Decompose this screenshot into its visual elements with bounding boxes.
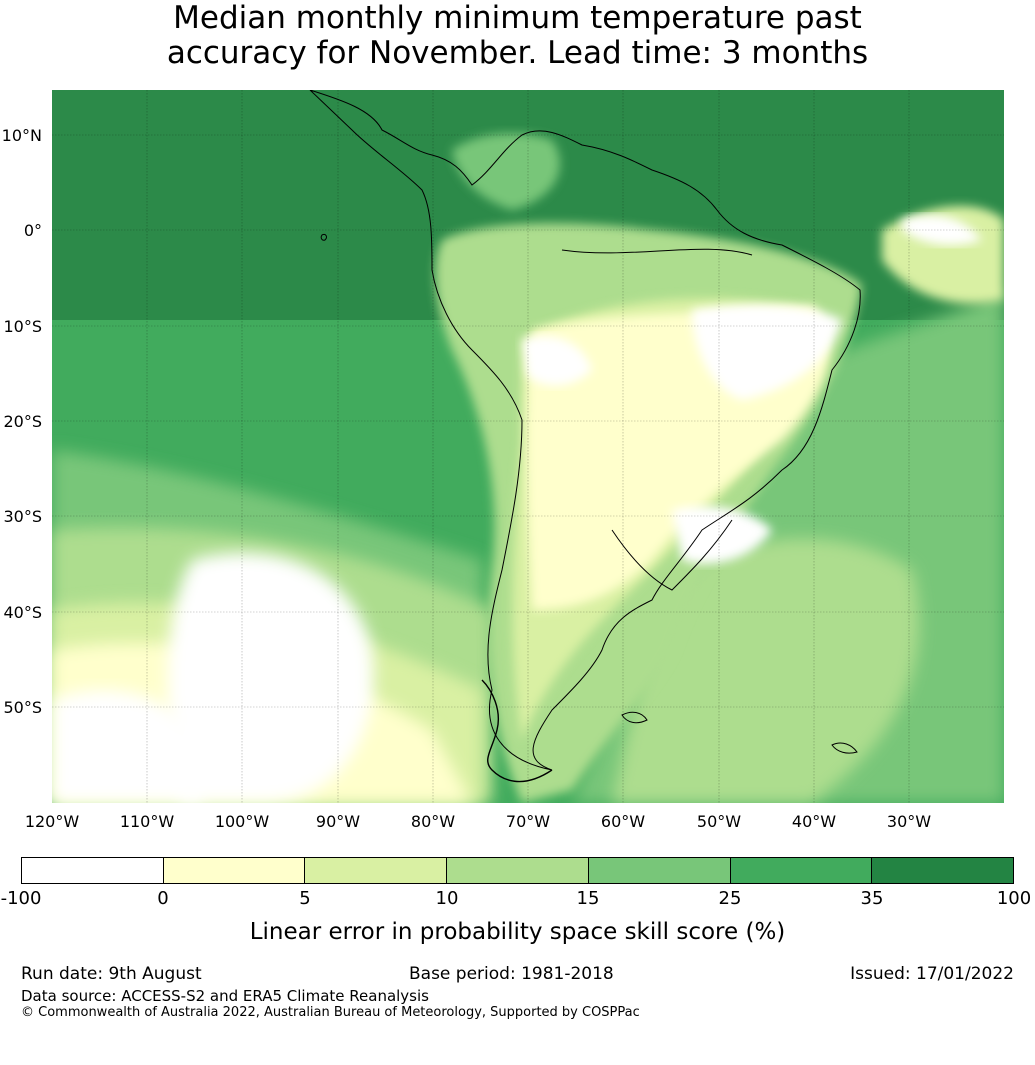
- lon-label-80w: 80°W: [410, 812, 456, 831]
- data-source: Data source: ACCESS-S2 and ERA5 Climate …: [21, 987, 429, 1005]
- colorbar-tick: 100: [996, 888, 1032, 909]
- copyright: © Commonwealth of Australia 2022, Austra…: [21, 1005, 640, 1020]
- parana-river-line: [611, 519, 733, 591]
- graticule: [52, 90, 1004, 803]
- lon-label-110w: 110°W: [119, 812, 175, 831]
- negative-skill-southwest-region: [52, 690, 202, 803]
- equatorial-atlantic-low-region: [902, 215, 982, 246]
- colorbar-tick: 5: [299, 888, 311, 909]
- lat-label-0: 0°: [23, 221, 42, 240]
- coastline: [309, 90, 861, 783]
- lat-label-40s: 40°S: [3, 603, 42, 622]
- colorbar-segment-below-0: [22, 858, 164, 883]
- colorbar-segment-0-5: [163, 858, 306, 883]
- bolivia-negative-region: [522, 336, 592, 386]
- lon-label-50w: 50°W: [696, 812, 742, 831]
- skill-score-map: [52, 90, 1004, 803]
- colorbar-tick: 15: [576, 888, 600, 909]
- lon-label-30w: 30°W: [886, 812, 932, 831]
- map-canvas: [52, 90, 1004, 803]
- falkland-islands-outline: [621, 711, 648, 724]
- issued-date: Issued: 17/01/2022: [850, 964, 1014, 984]
- lat-label-30s: 30°S: [3, 507, 42, 526]
- colorbar-segment-15-25: [588, 858, 731, 883]
- lat-label-10n: 10°N: [1, 126, 42, 145]
- colorbar-segment-25-35: [730, 858, 873, 883]
- colorbar-tick: -100: [0, 888, 42, 909]
- chart-title-line-2: accuracy for November. Lead time: 3 mont…: [166, 35, 869, 71]
- colorbar-tick: 25: [718, 888, 742, 909]
- lon-label-40w: 40°W: [791, 812, 837, 831]
- south-georgia-outline: [831, 742, 858, 754]
- colorbar-tick: 10: [435, 888, 459, 909]
- colorbar-segment-5-10: [305, 858, 448, 883]
- colorbar-segment-10-15: [447, 858, 589, 883]
- lat-label-50s: 50°S: [3, 698, 42, 717]
- colombia-region: [452, 133, 560, 210]
- lon-label-60w: 60°W: [600, 812, 646, 831]
- chile-fjords-coastline: [481, 679, 553, 783]
- colorbar: [21, 857, 1014, 884]
- colorbar-tick: 0: [157, 888, 169, 909]
- lon-label-70w: 70°W: [505, 812, 551, 831]
- base-period: Base period: 1981-2018: [409, 964, 614, 984]
- south-america-coastline: [309, 90, 861, 771]
- chart-title-line-1: Median monthly minimum temperature past: [173, 0, 862, 36]
- run-date: Run date: 9th August: [21, 964, 202, 984]
- negative-skill-pacific-region: [168, 552, 374, 803]
- lon-label-120w: 120°W: [24, 812, 80, 831]
- colorbar-label: Linear error in probability space skill …: [249, 919, 786, 945]
- colorbar-tick: 35: [860, 888, 884, 909]
- lon-label-90w: 90°W: [315, 812, 361, 831]
- amazon-river-line: [561, 248, 753, 256]
- lat-label-10s: 10°S: [3, 317, 42, 336]
- lat-label-20s: 20°S: [3, 412, 42, 431]
- northeast-brazil-negative-region: [692, 304, 842, 400]
- lon-label-100w: 100°W: [214, 812, 270, 831]
- colorbar-segment-35-100: [872, 858, 1014, 883]
- galapagos-outline: [320, 234, 327, 241]
- skill-fill-layers: [52, 133, 1004, 803]
